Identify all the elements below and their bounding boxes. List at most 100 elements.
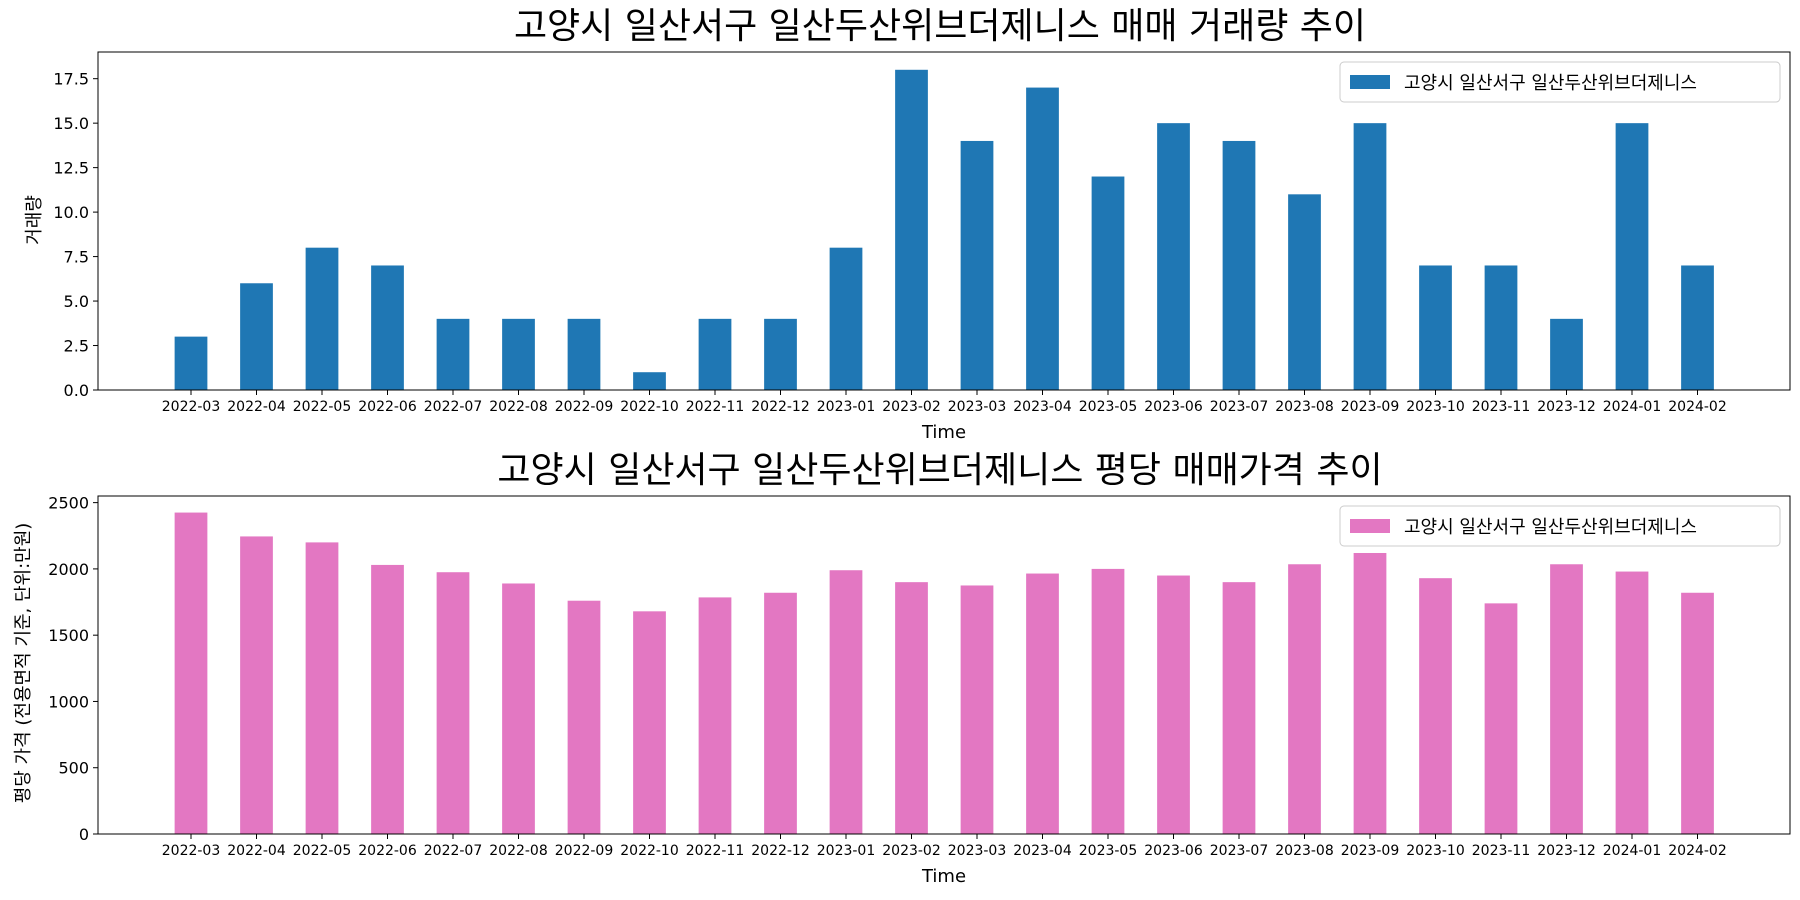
legend-box — [1339, 61, 1781, 103]
bar-2022-06 — [371, 265, 404, 390]
x-tick-label: 2023-04 — [1013, 843, 1072, 859]
chart-sales-volume: 고양시 일산서구 일산두산위브더제니스 매매 거래량 추이 Time 거래량 2… — [24, 6, 1791, 443]
bar-2022-12 — [764, 318, 797, 390]
bar-2023-12 — [1550, 564, 1583, 834]
bars-group — [174, 69, 1714, 390]
bar-2023-02 — [895, 69, 928, 390]
chart-title: 고양시 일산서구 일산두산위브더제니스 평당 매매가격 추이 — [497, 450, 1382, 491]
legend-label: 고양시 일산서구 일산두산위브더제니스 — [1404, 73, 1697, 94]
bar-2023-01 — [829, 570, 863, 834]
x-tick-label: 2023-12 — [1537, 843, 1596, 859]
x-tick-label: 2023-11 — [1472, 843, 1531, 859]
y-tick-label: 7.5 — [64, 248, 89, 267]
bar-2022-11 — [698, 318, 732, 390]
bar-2022-09 — [567, 318, 601, 390]
x-tick-label: 2022-07 — [424, 399, 483, 415]
bar-2023-01 — [829, 247, 863, 390]
plot-frame — [97, 495, 1791, 835]
y-tick-label: 1000 — [48, 692, 89, 711]
x-tick-label: 2023-02 — [882, 843, 941, 859]
bar-2023-05 — [1091, 176, 1125, 390]
x-tick-label: 2023-01 — [817, 843, 876, 859]
y-tick-label: 5.0 — [64, 292, 89, 311]
chart-price-per-pyeong: 고양시 일산서구 일산두산위브더제니스 평당 매매가격 추이 Time 평당 가… — [13, 450, 1791, 887]
x-tick-label: 2023-08 — [1275, 399, 1334, 415]
x-tick-label: 2022-10 — [620, 843, 679, 859]
bar-2023-09 — [1353, 123, 1387, 390]
bar-2022-08 — [502, 583, 535, 834]
x-tick-label: 2023-01 — [817, 399, 876, 415]
bar-2022-04 — [240, 283, 273, 390]
x-tick-label: 2023-02 — [882, 399, 941, 415]
bar-2022-04 — [240, 536, 273, 834]
x-tick-label: 2023-09 — [1341, 399, 1400, 415]
x-tick-label: 2022-11 — [686, 399, 745, 415]
y-tick-label: 10.0 — [53, 203, 89, 222]
bar-2022-09 — [567, 600, 601, 834]
y-tick-label: 0.0 — [64, 381, 89, 400]
bar-2022-05 — [305, 247, 339, 390]
bar-2022-06 — [371, 564, 404, 834]
x-tick-label: 2023-12 — [1537, 399, 1596, 415]
x-tick-label: 2022-08 — [489, 843, 548, 859]
x-tick-label: 2023-04 — [1013, 399, 1072, 415]
legend: 고양시 일산서구 일산두산위브더제니스 — [1339, 505, 1781, 547]
x-tick-label: 2024-01 — [1603, 399, 1662, 415]
bar-2022-07 — [436, 318, 470, 390]
bar-2022-07 — [436, 572, 470, 834]
x-tick-label: 2022-12 — [751, 399, 810, 415]
y-axis-label: 거래량 — [24, 195, 45, 245]
x-tick-label: 2022-06 — [358, 843, 417, 859]
x-tick-label: 2022-04 — [227, 843, 286, 859]
bar-2023-04 — [1026, 87, 1059, 390]
x-tick-label: 2022-09 — [555, 843, 614, 859]
x-tick-label: 2022-04 — [227, 399, 286, 415]
x-axis-label: Time — [921, 422, 966, 443]
y-tick-label: 12.5 — [53, 159, 89, 178]
y-tick-label: 15.0 — [53, 114, 89, 133]
x-tick-label: 2022-05 — [293, 843, 352, 859]
bar-2023-03 — [960, 140, 994, 390]
bar-2023-09 — [1353, 552, 1387, 834]
bar-2023-02 — [895, 582, 928, 834]
y-tick-label: 2000 — [48, 560, 89, 579]
x-tick-label: 2022-03 — [162, 399, 221, 415]
bar-2022-05 — [305, 542, 339, 834]
bar-2023-05 — [1091, 568, 1125, 834]
bar-2023-12 — [1550, 318, 1583, 390]
x-tick-label: 2023-11 — [1472, 399, 1531, 415]
bar-2023-08 — [1288, 194, 1321, 390]
bar-2023-08 — [1288, 564, 1321, 834]
x-tick-label: 2022-05 — [293, 399, 352, 415]
x-tick-label: 2023-10 — [1406, 399, 1465, 415]
bars-group — [174, 512, 1714, 834]
y-tick-label: 2.5 — [64, 337, 89, 356]
x-tick-label: 2024-01 — [1603, 843, 1662, 859]
y-tick-label: 2500 — [48, 494, 89, 513]
bar-2023-07 — [1222, 140, 1256, 390]
y-tick-label: 17.5 — [53, 70, 89, 89]
x-tick-label: 2023-03 — [948, 399, 1007, 415]
bar-2024-01 — [1615, 123, 1649, 390]
bar-2022-10 — [633, 372, 666, 390]
y-tick-label: 0 — [79, 825, 89, 844]
legend: 고양시 일산서구 일산두산위브더제니스 — [1339, 61, 1781, 103]
bar-2024-02 — [1681, 592, 1714, 834]
x-tick-label: 2023-09 — [1341, 843, 1400, 859]
x-tick-label: 2024-02 — [1668, 399, 1727, 415]
bar-2022-12 — [764, 592, 797, 834]
legend-swatch — [1350, 519, 1390, 533]
legend-swatch — [1350, 75, 1390, 89]
x-tick-label: 2023-05 — [1079, 843, 1138, 859]
bar-2023-07 — [1222, 582, 1256, 834]
bar-2022-03 — [174, 512, 208, 834]
bar-2023-10 — [1419, 265, 1452, 390]
bar-2024-02 — [1681, 265, 1714, 390]
x-tick-label: 2022-12 — [751, 843, 810, 859]
x-tick-label: 2022-09 — [555, 399, 614, 415]
x-tick-label: 2023-07 — [1210, 399, 1269, 415]
y-tick-label: 1500 — [48, 626, 89, 645]
bar-2023-10 — [1419, 578, 1452, 834]
y-ticks: 0 500 1000 1500 2000 2500 — [48, 494, 98, 844]
